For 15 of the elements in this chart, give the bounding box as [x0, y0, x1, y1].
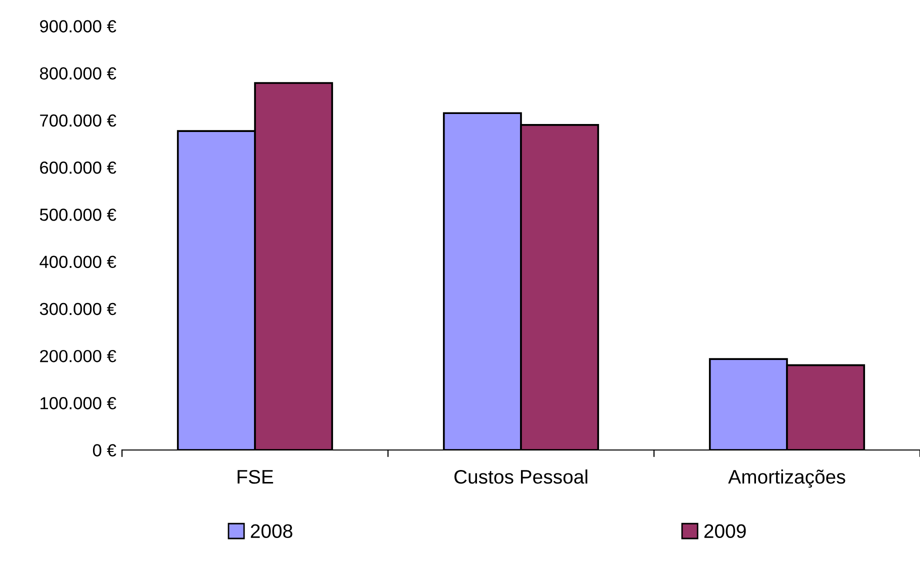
y-tick-label: 900.000 €: [40, 20, 116, 32]
y-tick-label: 200.000 €: [40, 350, 116, 362]
y-tick-label: 100.000 €: [40, 397, 116, 410]
legend-label: 2009: [704, 524, 746, 538]
y-tick-label: 500.000 €: [40, 208, 116, 221]
legend-label: 2008: [250, 524, 292, 538]
y-tick-label: 700.000 €: [40, 114, 116, 127]
y-tick-label: 0 €: [92, 444, 116, 456]
y-tick-label: 300.000 €: [40, 302, 116, 316]
x-tick-label: FSE: [238, 470, 274, 484]
y-tick-label: 600.000 €: [40, 162, 116, 174]
y-tick-label: 800.000 €: [40, 67, 116, 80]
y-tick-label: 400.000 €: [40, 256, 116, 268]
x-tick-label: Amortizações: [728, 469, 846, 488]
x-tick-label: Custos Pessoal: [454, 469, 588, 484]
